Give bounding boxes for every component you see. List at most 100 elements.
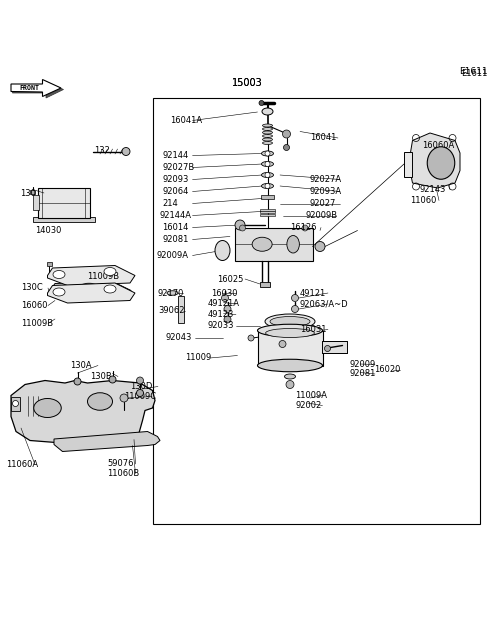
Circle shape — [122, 148, 130, 155]
Circle shape — [265, 161, 270, 166]
Ellipse shape — [258, 324, 322, 337]
Circle shape — [265, 173, 270, 178]
Text: 49121: 49121 — [300, 289, 326, 297]
Circle shape — [235, 220, 245, 230]
Circle shape — [120, 394, 128, 402]
Ellipse shape — [262, 127, 272, 130]
Text: 16126: 16126 — [290, 223, 316, 232]
Text: 16041A: 16041A — [170, 116, 202, 125]
Text: 92009: 92009 — [350, 360, 376, 369]
Text: 11060B: 11060B — [108, 469, 140, 478]
Text: 11009A: 11009A — [295, 391, 327, 400]
Text: 11009: 11009 — [185, 353, 211, 363]
Text: 130: 130 — [20, 189, 36, 197]
Circle shape — [265, 151, 270, 156]
Bar — [260, 211, 275, 213]
Text: 92064: 92064 — [162, 187, 189, 196]
Text: 11009B: 11009B — [21, 319, 53, 328]
Text: 16030: 16030 — [211, 289, 238, 297]
Text: 130D: 130D — [130, 382, 152, 391]
Ellipse shape — [262, 183, 274, 189]
Ellipse shape — [258, 360, 322, 372]
Bar — [32, 217, 95, 222]
Text: 92063/A~D: 92063/A~D — [300, 299, 348, 309]
Ellipse shape — [262, 142, 272, 145]
Ellipse shape — [262, 173, 274, 178]
Text: 16025: 16025 — [218, 274, 244, 284]
Ellipse shape — [262, 135, 272, 137]
Polygon shape — [48, 266, 135, 286]
Text: 92009A: 92009A — [156, 251, 188, 260]
Bar — [258, 330, 322, 366]
Bar — [11, 396, 20, 410]
Ellipse shape — [284, 374, 296, 379]
Circle shape — [224, 306, 231, 312]
Text: 92144: 92144 — [162, 151, 189, 160]
Bar — [46, 263, 52, 266]
Text: 14030: 14030 — [35, 226, 62, 235]
Bar — [30, 189, 35, 194]
Text: 92093: 92093 — [162, 175, 189, 184]
Text: 92144A: 92144A — [159, 211, 191, 220]
Text: 11009B: 11009B — [88, 272, 120, 281]
Text: 130A: 130A — [70, 361, 92, 370]
Ellipse shape — [272, 327, 292, 334]
Bar — [322, 340, 346, 353]
Text: 16020: 16020 — [374, 365, 400, 374]
Ellipse shape — [53, 288, 65, 296]
Ellipse shape — [262, 138, 272, 141]
Ellipse shape — [104, 268, 116, 276]
Polygon shape — [50, 281, 131, 299]
Text: 92081: 92081 — [162, 235, 189, 244]
Ellipse shape — [88, 392, 112, 410]
Ellipse shape — [262, 108, 273, 115]
Bar — [404, 153, 411, 176]
Text: 214: 214 — [162, 199, 178, 208]
Bar — [260, 281, 270, 286]
Bar — [152, 98, 480, 524]
Bar — [178, 296, 184, 323]
Text: 92027A: 92027A — [310, 175, 342, 184]
Circle shape — [248, 335, 254, 341]
Ellipse shape — [215, 240, 230, 260]
Polygon shape — [410, 133, 460, 188]
Circle shape — [74, 378, 81, 385]
Ellipse shape — [265, 314, 315, 329]
Text: FRONT: FRONT — [19, 85, 39, 91]
Text: 49123: 49123 — [208, 310, 234, 319]
Ellipse shape — [427, 147, 455, 179]
Text: 39062: 39062 — [158, 306, 184, 315]
Text: 49121A: 49121A — [208, 299, 240, 309]
Polygon shape — [48, 283, 135, 303]
Circle shape — [279, 340, 286, 348]
Ellipse shape — [262, 151, 274, 156]
Text: 11060A: 11060A — [6, 460, 38, 469]
Ellipse shape — [78, 283, 100, 296]
Circle shape — [286, 381, 294, 389]
Circle shape — [292, 294, 298, 302]
Circle shape — [240, 225, 246, 231]
Circle shape — [284, 145, 290, 150]
Ellipse shape — [262, 131, 272, 134]
Circle shape — [282, 130, 290, 138]
Text: 15003: 15003 — [232, 78, 263, 88]
Circle shape — [136, 389, 143, 396]
Text: 92093A: 92093A — [310, 187, 342, 196]
Ellipse shape — [262, 124, 272, 127]
Bar — [38, 188, 90, 218]
Text: 92027B: 92027B — [162, 163, 195, 172]
Bar — [260, 209, 275, 211]
Text: 92027: 92027 — [310, 199, 336, 208]
Ellipse shape — [104, 285, 116, 293]
Circle shape — [224, 316, 231, 323]
Text: 16060A: 16060A — [422, 141, 455, 150]
Text: 92033: 92033 — [208, 321, 234, 330]
Text: E1611: E1611 — [459, 68, 488, 76]
Circle shape — [136, 377, 143, 384]
Text: 92081: 92081 — [350, 369, 376, 379]
Circle shape — [302, 225, 308, 231]
Ellipse shape — [34, 399, 61, 417]
Circle shape — [222, 294, 228, 302]
Polygon shape — [11, 79, 61, 96]
Text: 16014: 16014 — [162, 223, 189, 232]
